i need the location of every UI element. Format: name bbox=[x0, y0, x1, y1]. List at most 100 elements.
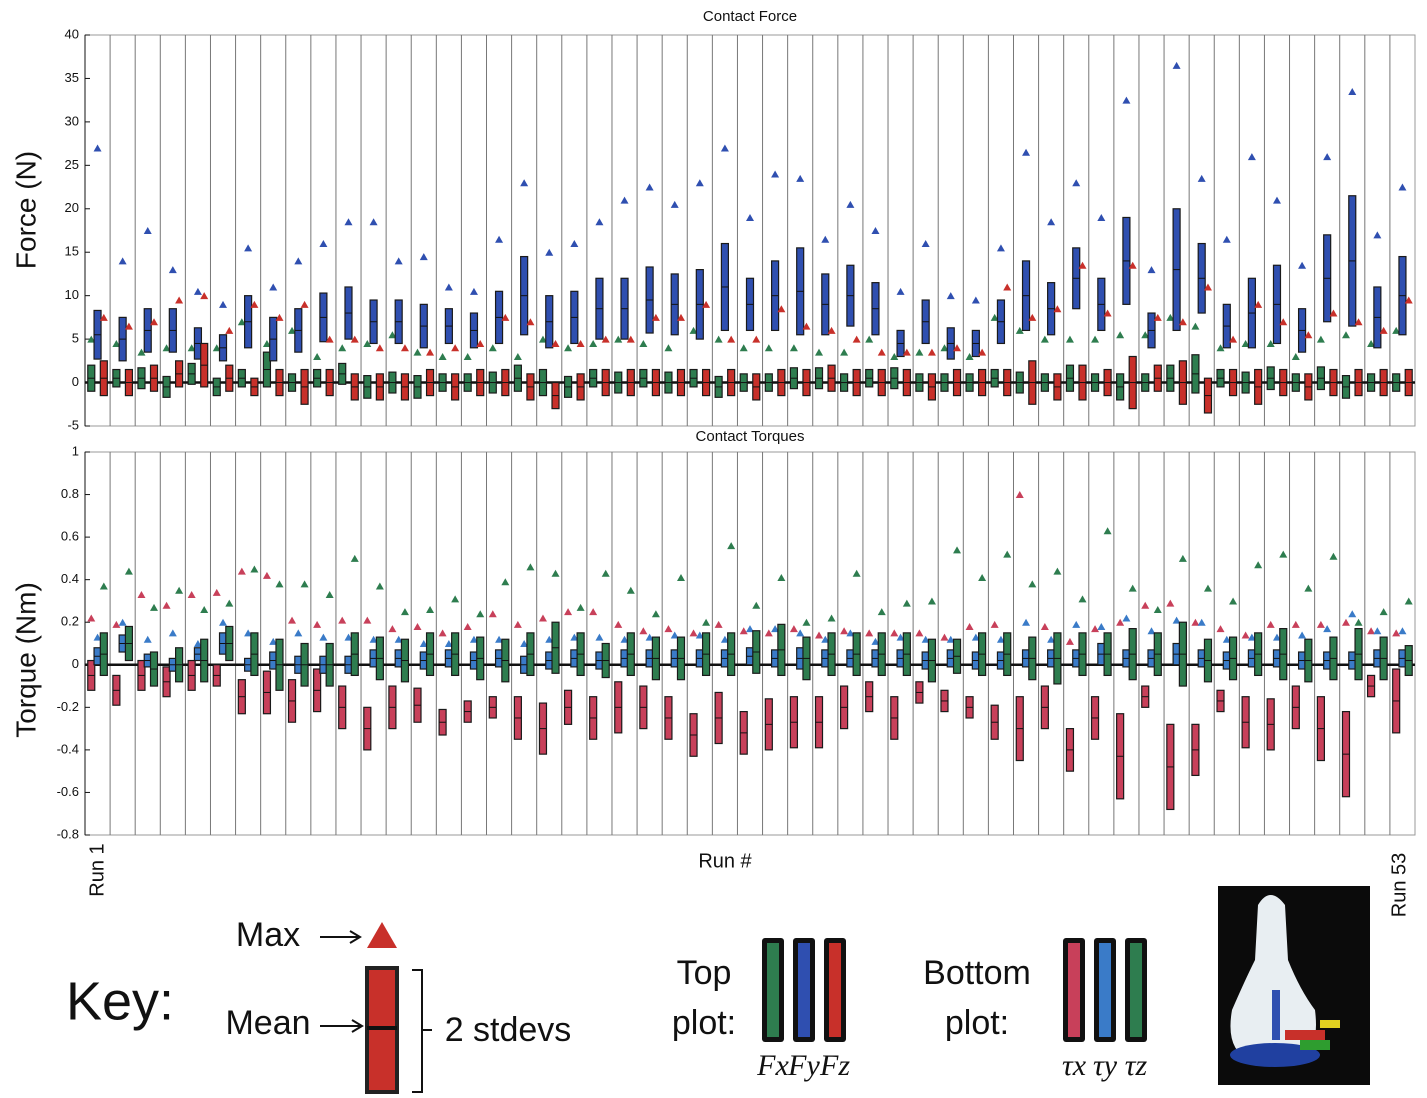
max-marker bbox=[1191, 322, 1200, 330]
y-tick-label: -0.6 bbox=[57, 784, 79, 799]
max-marker bbox=[564, 608, 573, 616]
max-marker bbox=[476, 610, 485, 618]
max-marker bbox=[1323, 153, 1332, 161]
max-marker bbox=[294, 257, 303, 265]
max-marker bbox=[576, 339, 585, 347]
max-marker bbox=[752, 335, 761, 343]
max-marker bbox=[727, 542, 736, 550]
max-marker bbox=[388, 331, 397, 339]
max-marker bbox=[1047, 218, 1056, 226]
max-marker bbox=[1229, 335, 1238, 343]
max-marker bbox=[118, 257, 127, 265]
max-marker bbox=[1028, 313, 1037, 321]
max-marker bbox=[87, 614, 96, 622]
max-marker bbox=[375, 582, 384, 590]
max-marker bbox=[1329, 552, 1338, 560]
key-range: 2 stdevs bbox=[445, 1011, 572, 1049]
y-tick-label: -0.2 bbox=[57, 699, 79, 714]
max-marker bbox=[1153, 605, 1162, 613]
max-marker bbox=[325, 335, 334, 343]
max-marker bbox=[802, 322, 811, 330]
max-marker bbox=[1028, 580, 1037, 588]
max-marker bbox=[1348, 610, 1357, 618]
max-marker bbox=[965, 352, 974, 360]
max-marker bbox=[1053, 305, 1062, 313]
max-marker bbox=[1116, 331, 1125, 339]
max-marker bbox=[193, 640, 202, 647]
photo bbox=[1218, 886, 1370, 1085]
max-marker bbox=[953, 546, 962, 554]
max-marker bbox=[1197, 174, 1206, 182]
max-marker bbox=[1147, 627, 1156, 635]
max-marker bbox=[1091, 335, 1100, 343]
max-marker bbox=[840, 627, 849, 635]
max-marker bbox=[852, 335, 861, 343]
max-marker bbox=[394, 257, 403, 265]
max-marker bbox=[1229, 597, 1238, 605]
chart-title: Contact Force bbox=[703, 8, 797, 25]
max-marker bbox=[777, 574, 786, 582]
max-marker bbox=[1141, 601, 1150, 609]
max-marker bbox=[1222, 635, 1231, 643]
max-marker bbox=[501, 313, 510, 321]
max-marker bbox=[250, 565, 259, 573]
max-marker bbox=[645, 633, 654, 641]
max-marker bbox=[1078, 595, 1087, 603]
max-marker bbox=[112, 620, 121, 628]
max-marker bbox=[375, 344, 384, 352]
max-marker bbox=[902, 348, 911, 356]
max-marker bbox=[363, 339, 372, 347]
max-marker bbox=[1191, 618, 1200, 626]
max-marker bbox=[99, 313, 108, 321]
max-marker bbox=[802, 618, 811, 626]
max-marker bbox=[846, 629, 855, 637]
max-marker bbox=[702, 618, 711, 626]
max-marker bbox=[971, 296, 980, 304]
max-marker bbox=[921, 240, 930, 248]
max-marker bbox=[99, 582, 108, 590]
max-marker bbox=[275, 580, 284, 588]
max-marker bbox=[915, 348, 924, 356]
max-marker bbox=[526, 318, 535, 326]
max-marker bbox=[927, 597, 936, 605]
legend-title: plot: bbox=[672, 1004, 736, 1042]
max-marker bbox=[495, 235, 504, 243]
max-marker bbox=[124, 567, 133, 575]
max-marker bbox=[746, 625, 754, 633]
max-marker bbox=[344, 218, 353, 226]
max-marker bbox=[93, 633, 102, 641]
max-marker bbox=[1241, 631, 1250, 639]
max-marker bbox=[419, 253, 428, 261]
max-marker bbox=[219, 300, 228, 308]
max-marker bbox=[1323, 625, 1332, 633]
max-marker bbox=[1298, 631, 1307, 639]
max-marker bbox=[953, 344, 962, 352]
max-marker bbox=[1241, 339, 1250, 347]
max-marker bbox=[840, 348, 849, 356]
y-tick-label: 40 bbox=[65, 26, 79, 41]
max-marker bbox=[1097, 622, 1106, 630]
max-marker bbox=[551, 569, 560, 577]
y-tick-label: 35 bbox=[65, 70, 79, 85]
max-marker bbox=[1040, 335, 1049, 343]
max-marker bbox=[1291, 352, 1300, 360]
max-marker bbox=[815, 631, 824, 639]
plot-frame bbox=[84, 451, 1416, 836]
max-marker bbox=[846, 200, 855, 208]
max-marker bbox=[595, 633, 604, 641]
y-axis-label: Force (N) bbox=[10, 151, 41, 269]
max-marker bbox=[1348, 87, 1357, 95]
legend-swatch bbox=[1068, 943, 1080, 1037]
y-tick-label: 30 bbox=[65, 113, 79, 128]
max-marker bbox=[225, 599, 234, 607]
max-marker bbox=[1172, 616, 1181, 624]
max-marker bbox=[350, 554, 359, 562]
max-marker bbox=[262, 571, 271, 579]
max-marker bbox=[400, 608, 409, 616]
max-marker bbox=[1367, 627, 1376, 635]
max-marker bbox=[601, 335, 610, 343]
max-marker bbox=[771, 625, 780, 633]
max-marker bbox=[720, 144, 729, 152]
max-marker bbox=[978, 348, 987, 356]
max-marker bbox=[689, 326, 698, 334]
